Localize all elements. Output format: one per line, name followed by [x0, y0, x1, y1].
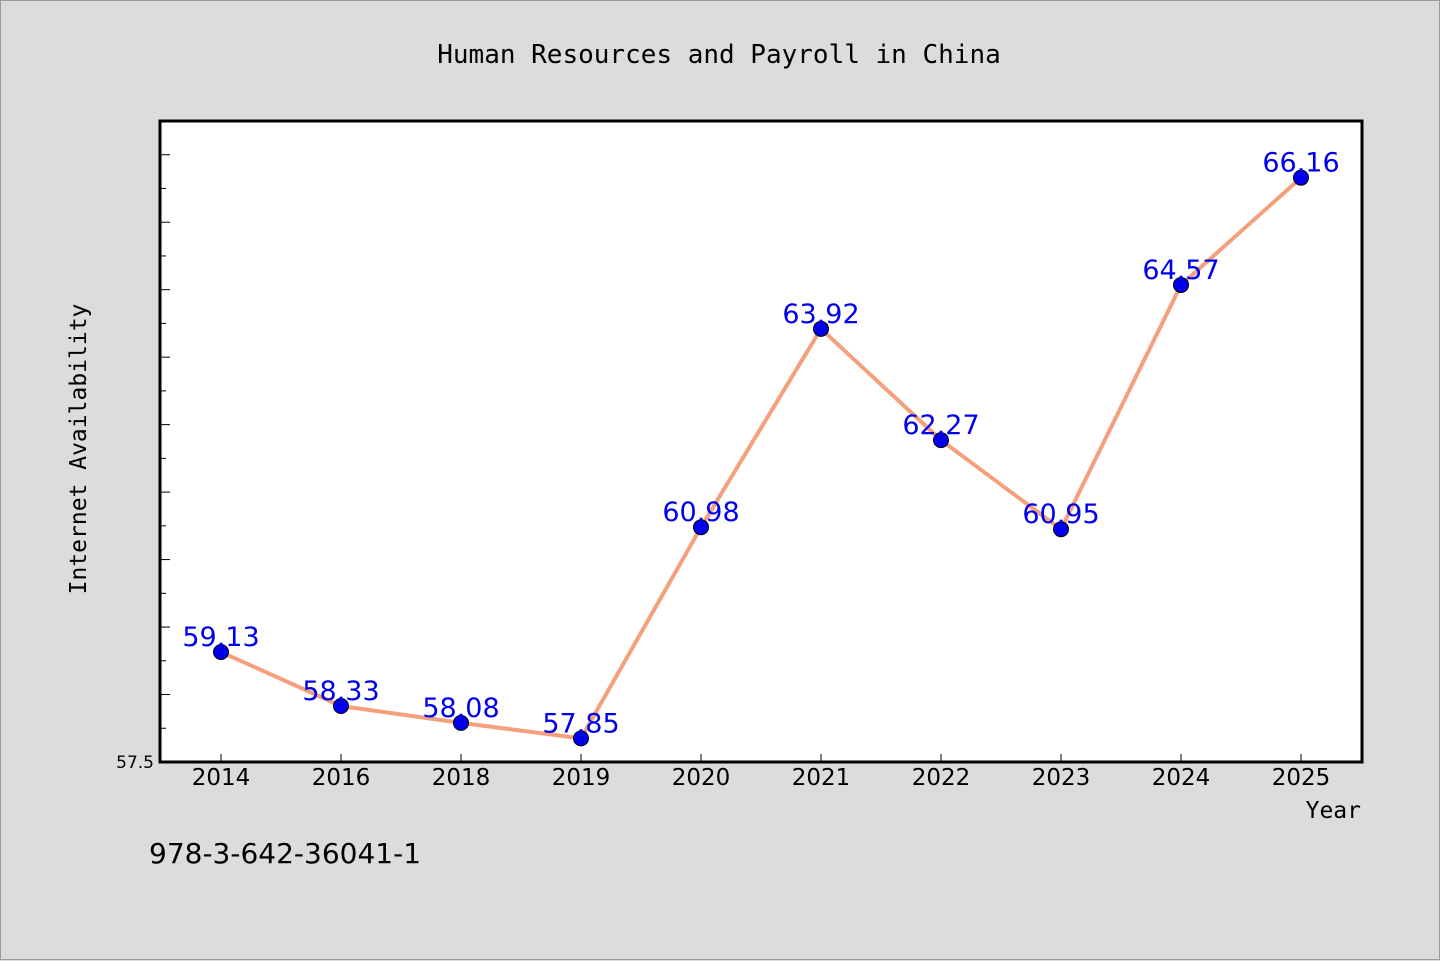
data-label: 57.85 [542, 708, 619, 739]
x-tick-label: 2014 [192, 765, 251, 791]
data-point [933, 432, 949, 449]
data-label: 64.57 [1142, 255, 1219, 286]
x-tick-label: 2024 [1152, 765, 1211, 791]
x-axis-label: Year [1306, 798, 1361, 824]
x-tick-label: 2021 [792, 765, 851, 791]
plot-area [158, 119, 1364, 764]
data-label: 66.16 [1262, 148, 1339, 179]
footer-code: 978-3-642-36041-1 [149, 837, 421, 870]
series-group: 59.13 58.33 58.08 57.85 60.98 63.92 62.27 60.95… [182, 148, 1340, 747]
data-point [1173, 276, 1189, 293]
data-point [573, 730, 589, 747]
x-tick-label: 2022 [912, 765, 971, 791]
data-label: 58.33 [302, 676, 379, 707]
data-point [333, 697, 349, 714]
x-tick-label: 2023 [1032, 765, 1091, 791]
data-label: 60.95 [1022, 499, 1099, 530]
data-point [213, 644, 229, 661]
data-point [693, 519, 709, 536]
x-tick-label: 2018 [432, 765, 491, 791]
x-tick-label: 2016 [312, 765, 371, 791]
x-tick-label: 2020 [672, 765, 731, 791]
data-point [1293, 169, 1309, 186]
x-axis-ticks: 2014 2016 2018 2019 2020 2021 2022 2023 2024 2025 [192, 754, 1331, 791]
data-point [1053, 521, 1069, 538]
y-axis-ticks [160, 120, 170, 763]
y-axis-label: Internet Availability [66, 304, 92, 595]
data-label: 59.13 [182, 622, 259, 653]
data-label: 60.98 [662, 497, 739, 528]
chart-title: Human Resources and Payroll in China [437, 40, 1001, 70]
x-tick-label: 2019 [552, 765, 611, 791]
data-label: 58.08 [422, 693, 499, 724]
data-label: 63.92 [782, 299, 859, 330]
y-tick-label: 57.5 [116, 753, 154, 773]
x-tick-label: 2025 [1272, 765, 1331, 791]
data-point [453, 714, 469, 731]
data-point [813, 320, 829, 337]
series-line [220, 176, 1303, 741]
data-label: 62.27 [902, 410, 979, 441]
